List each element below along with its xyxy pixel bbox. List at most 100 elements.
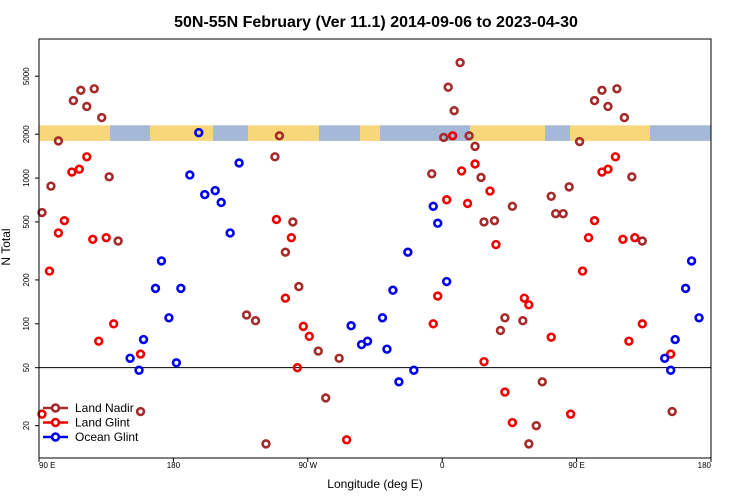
land-glint-point: [500, 387, 510, 397]
land-glint-point: [74, 164, 85, 174]
land-nadir-point: [479, 217, 489, 227]
ocean-glint-point: [403, 247, 413, 257]
x-tick-label: 90 W: [298, 461, 317, 470]
ocean-glint-point: [665, 365, 676, 375]
land-glint-point: [565, 409, 576, 419]
land-nadir-point: [334, 353, 344, 363]
land-glint-point: [53, 228, 64, 238]
land-nadir-point: [321, 393, 331, 403]
legend-marker-land-glint: [50, 417, 61, 428]
land-glint-point: [507, 417, 518, 428]
land-glint-point: [298, 321, 309, 332]
land-glint-point: [428, 319, 438, 329]
land-nadir-point: [53, 136, 64, 146]
land-glint-point: [479, 356, 489, 367]
ocean-glint-point: [156, 256, 167, 266]
land-glint-point: [271, 214, 282, 225]
ocean-glint-point: [660, 353, 670, 363]
land-nadir-point: [589, 95, 600, 106]
land-nadir-point: [37, 207, 47, 218]
ocean-glint-point: [686, 256, 697, 266]
land-glint-point: [624, 336, 634, 346]
land-nadir-point: [531, 420, 541, 431]
land-glint-point: [583, 232, 594, 243]
scatter-points: [37, 57, 704, 449]
x-axis-ticks: 90 E 180 90 W 0 90 E 180: [38, 458, 712, 470]
land-glint-point: [485, 186, 495, 196]
land-nadir-point: [524, 439, 534, 449]
ocean-glint-point: [164, 313, 174, 323]
land-nadir-point: [427, 169, 437, 179]
land-glint-point: [135, 349, 146, 359]
ocean-glint-point: [441, 276, 452, 287]
land-glint-point: [286, 232, 297, 243]
land-nadir-point: [537, 377, 547, 387]
land-nadir-point: [489, 215, 500, 226]
land-ocean-band: [39, 125, 711, 141]
land-glint-point: [618, 234, 628, 245]
ocean-glint-point: [433, 218, 443, 228]
land-glint-point: [519, 293, 530, 303]
land-glint-point: [630, 232, 640, 243]
land-nadir-point: [76, 85, 86, 96]
y-tick-label: 20: [22, 421, 31, 430]
land-nadir-point: [104, 172, 114, 182]
land-glint-point: [88, 234, 98, 245]
land-glint-point: [433, 291, 443, 301]
land-glint-point: [304, 331, 314, 342]
land-nadir-point: [135, 406, 146, 417]
land-nadir-point: [518, 316, 528, 326]
land-nadir-point: [270, 152, 280, 162]
ocean-glint-point: [171, 358, 182, 368]
land-glint-point: [280, 293, 291, 303]
land-nadir-point: [550, 208, 561, 219]
land-nadir-point: [597, 85, 607, 96]
land-glint-point: [589, 215, 600, 226]
ocean-glint-point: [382, 344, 392, 354]
ocean-glint-point: [428, 201, 438, 212]
ocean-glint-point: [680, 283, 691, 294]
land-glint-point: [292, 362, 303, 373]
land-glint-point: [44, 266, 55, 276]
land-glint-point: [67, 167, 77, 177]
land-nadir-point: [250, 316, 261, 326]
ocean-glint-point: [388, 285, 398, 295]
y-tick-label: 100: [22, 317, 31, 331]
land-glint-point: [610, 152, 621, 162]
land-glint-point: [665, 349, 676, 359]
x-tick-label: 180: [167, 461, 181, 470]
land-nadir-point: [612, 84, 622, 94]
land-glint-point: [108, 319, 119, 329]
land-nadir-point: [464, 131, 474, 141]
land-nadir-point: [637, 236, 648, 246]
land-nadir-point: [68, 95, 79, 106]
land-nadir-point: [667, 406, 677, 417]
y-tick-label: 5000: [22, 67, 31, 85]
legend-marker-ocean-glint: [50, 432, 61, 442]
ocean-glint-point: [234, 158, 244, 168]
ocean-glint-point: [394, 377, 404, 387]
land-nadir-point: [546, 191, 556, 201]
land-glint-point: [546, 332, 556, 342]
land-nadir-point: [564, 182, 574, 192]
land-glint-point: [341, 435, 352, 445]
x-axis-label: Longitude (deg E): [327, 477, 422, 491]
y-axis-label: N Total: [0, 228, 13, 265]
land-nadir-point: [280, 247, 291, 257]
ocean-glint-point: [185, 170, 195, 180]
land-glint-point: [59, 215, 70, 226]
land-glint-point: [603, 164, 613, 174]
y-tick-label: 200: [22, 273, 31, 287]
land-nadir-point: [82, 101, 92, 112]
band-ocean: [545, 125, 570, 141]
land-glint-point: [441, 195, 452, 205]
land-nadir-point: [241, 310, 252, 320]
ocean-glint-point: [409, 365, 419, 375]
land-glint-point: [447, 131, 458, 141]
land-nadir-point: [97, 112, 107, 123]
y-tick-label: 50: [22, 363, 31, 372]
land-glint-point: [82, 152, 92, 162]
land-nadir-point: [495, 325, 506, 336]
land-glint-point: [491, 239, 501, 250]
